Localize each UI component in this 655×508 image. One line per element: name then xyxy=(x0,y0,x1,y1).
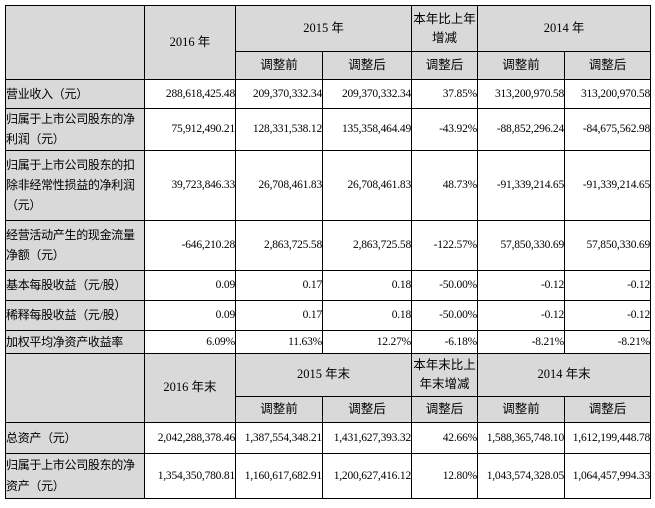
row-label: 归属于上市公司股东的净利润（元） xyxy=(5,108,145,151)
header-2014-yearend: 2014 年末 xyxy=(477,352,652,397)
value-cell: 57,850,330.69 xyxy=(477,219,566,271)
value-cell: -122.57% xyxy=(411,219,479,271)
value-cell: 26,708,461.83 xyxy=(321,149,413,221)
row-label: 营业收入（元） xyxy=(5,79,145,109)
value-cell: -8.21% xyxy=(477,329,566,354)
header-2016: 2016 年 xyxy=(144,5,236,80)
value-cell: 1,160,617,682.91 xyxy=(235,452,323,499)
row-label: 稀释每股收益（元/股） xyxy=(5,299,145,331)
value-cell: 0.18 xyxy=(321,299,413,331)
value-cell: 1,354,350,780.81 xyxy=(144,452,236,499)
value-cell: 128,331,538.12 xyxy=(235,108,323,151)
subheader-2014ye-after: 调整后 xyxy=(564,395,652,423)
table-row-diluted-eps: 稀释每股收益（元/股） 0.09 0.17 0.18 -50.00% -0.12… xyxy=(5,299,652,331)
table-row-basic-eps: 基本每股收益（元/股） 0.09 0.17 0.18 -50.00% -0.12… xyxy=(5,269,652,301)
value-cell: -646,210.28 xyxy=(144,219,236,271)
value-cell: 288,618,425.48 xyxy=(144,79,236,109)
value-cell: -50.00% xyxy=(411,269,479,301)
value-cell: 2,863,725.58 xyxy=(321,219,413,271)
subheader-2014ye-before: 调整前 xyxy=(477,395,566,423)
value-cell: 0.09 xyxy=(144,269,236,301)
value-cell: 1,200,627,416.12 xyxy=(321,452,413,499)
financial-summary-table: 2016 年 2015 年 本年比上年 增减 2014 年 调整前 调整后 调整… xyxy=(5,5,652,499)
value-cell: -0.12 xyxy=(477,299,566,331)
value-cell: 1,588,365,748.10 xyxy=(477,421,566,454)
value-cell: 2,042,288,378.46 xyxy=(144,421,236,454)
value-cell: 0.18 xyxy=(321,269,413,301)
value-cell: 313,200,970.58 xyxy=(564,79,652,109)
value-cell: 1,612,199,448.78 xyxy=(564,421,652,454)
table-row-operating-cash-flow: 经营活动产生的现金流量净额（元） -646,210.28 2,863,725.5… xyxy=(5,219,652,271)
value-cell: 1,043,574,328.05 xyxy=(477,452,566,499)
header-2016-yearend: 2016 年末 xyxy=(144,352,236,423)
subheader-2015ye-after: 调整后 xyxy=(321,395,413,423)
value-cell: 12.80% xyxy=(411,452,479,499)
table-row-net-profit: 归属于上市公司股东的净利润（元） 75,912,490.21 128,331,5… xyxy=(5,108,652,151)
value-cell: 0.09 xyxy=(144,299,236,331)
value-cell: 209,370,332.34 xyxy=(321,79,413,109)
subheader-changeye-after: 调整后 xyxy=(411,395,479,423)
value-cell: -0.12 xyxy=(564,299,652,331)
value-cell: 26,708,461.83 xyxy=(235,149,323,221)
value-cell: 42.66% xyxy=(411,421,479,454)
value-cell: 1,064,457,994.33 xyxy=(564,452,652,499)
value-cell: 39,723,846.33 xyxy=(144,149,236,221)
corner-cell-1 xyxy=(5,5,145,80)
row-label: 加权平均净资产收益率 xyxy=(5,329,145,354)
value-cell: 48.73% xyxy=(411,149,479,221)
header-2015: 2015 年 xyxy=(234,5,413,52)
row-label: 总资产（元） xyxy=(5,421,145,454)
subheader-2015ye-before: 调整前 xyxy=(235,395,323,423)
header-2014: 2014 年 xyxy=(477,5,652,52)
value-cell: -0.12 xyxy=(477,269,566,301)
row-label: 基本每股收益（元/股） xyxy=(5,269,145,301)
value-cell: 0.17 xyxy=(235,299,323,331)
subheader-2014-before: 调整前 xyxy=(477,51,566,80)
header-2015-yearend: 2015 年末 xyxy=(234,352,413,397)
header-change-yearend: 本年末比上 年末增减 xyxy=(411,352,479,397)
section1-header-sub: 调整前 调整后 调整后 调整前 调整后 xyxy=(6,51,652,80)
subheader-2015-after: 调整后 xyxy=(321,51,413,80)
value-cell: 75,912,490.21 xyxy=(144,108,236,151)
value-cell: -50.00% xyxy=(411,299,479,331)
value-cell: 57,850,330.69 xyxy=(564,219,652,271)
value-cell: -91,339,214.65 xyxy=(477,149,566,221)
table-row-total-assets: 总资产（元） 2,042,288,378.46 1,387,554,348.21… xyxy=(5,421,652,454)
table-row-net-assets: 归属于上市公司股东的净资产（元） 1,354,350,780.81 1,160,… xyxy=(5,452,652,499)
row-label: 归属于上市公司股东的净资产（元） xyxy=(5,452,145,499)
table-row-net-profit-excl-nonrecurring: 归属于上市公司股东的扣除非经常性损益的净利润（元） 39,723,846.33 … xyxy=(5,149,652,221)
value-cell: 135,358,464.49 xyxy=(321,108,413,151)
row-label: 经营活动产生的现金流量净额（元） xyxy=(5,219,145,271)
value-cell: -84,675,562.98 xyxy=(564,108,652,151)
value-cell: -91,339,214.65 xyxy=(564,149,652,221)
corner-cell-2 xyxy=(5,352,145,423)
table-row-weighted-avg-roe: 加权平均净资产收益率 6.09% 11.63% 12.27% -6.18% -8… xyxy=(5,329,652,354)
value-cell: -6.18% xyxy=(411,329,479,354)
table-row-revenue: 营业收入（元） 288,618,425.48 209,370,332.34 20… xyxy=(5,79,652,109)
section2-header-years: 2016 年末 2015 年末 本年末比上 年末增减 2014 年末 xyxy=(5,352,652,423)
value-cell: 1,387,554,348.21 xyxy=(235,421,323,454)
value-cell: -0.12 xyxy=(564,269,652,301)
value-cell: 313,200,970.58 xyxy=(477,79,566,109)
value-cell: 37.85% xyxy=(411,79,479,109)
value-cell: -8.21% xyxy=(564,329,652,354)
value-cell: 11.63% xyxy=(235,329,323,354)
value-cell: 0.17 xyxy=(235,269,323,301)
subheader-2014-after: 调整后 xyxy=(564,51,652,80)
subheader-2015-before: 调整前 xyxy=(235,51,323,80)
value-cell: 6.09% xyxy=(144,329,236,354)
value-cell: 2,863,725.58 xyxy=(235,219,323,271)
row-label: 归属于上市公司股东的扣除非经常性损益的净利润（元） xyxy=(5,149,145,221)
header-change-yoy: 本年比上年 增减 xyxy=(411,5,479,52)
value-cell: 209,370,332.34 xyxy=(235,79,323,109)
value-cell: -88,852,296.24 xyxy=(477,108,566,151)
section2-header-sub: 调整前 调整后 调整后 调整前 调整后 xyxy=(6,395,652,423)
value-cell: 12.27% xyxy=(321,329,413,354)
section1-header-years: 2016 年 2015 年 本年比上年 增减 2014 年 xyxy=(5,5,652,80)
value-cell: -43.92% xyxy=(411,108,479,151)
subheader-change-after: 调整后 xyxy=(411,51,479,80)
value-cell: 1,431,627,393.32 xyxy=(321,421,413,454)
